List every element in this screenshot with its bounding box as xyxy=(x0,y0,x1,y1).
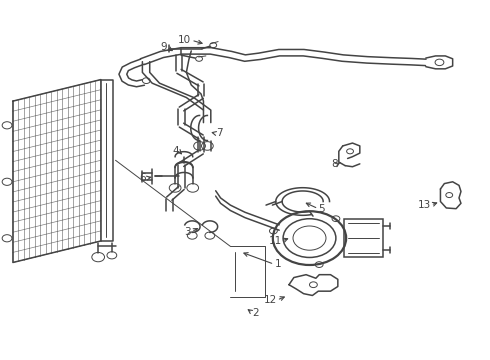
Text: 1: 1 xyxy=(274,259,281,269)
Bar xyxy=(343,220,383,257)
Text: 10: 10 xyxy=(178,35,191,45)
Text: 8: 8 xyxy=(331,159,338,169)
Text: 3: 3 xyxy=(185,227,191,237)
Text: 2: 2 xyxy=(252,308,259,318)
Text: 4: 4 xyxy=(172,146,179,156)
Text: 12: 12 xyxy=(264,295,277,305)
Text: 7: 7 xyxy=(216,129,222,138)
Text: 5: 5 xyxy=(318,204,325,214)
Text: 13: 13 xyxy=(417,200,431,210)
Text: 9: 9 xyxy=(160,42,167,52)
Text: 6: 6 xyxy=(140,173,147,183)
Text: 11: 11 xyxy=(269,236,282,246)
